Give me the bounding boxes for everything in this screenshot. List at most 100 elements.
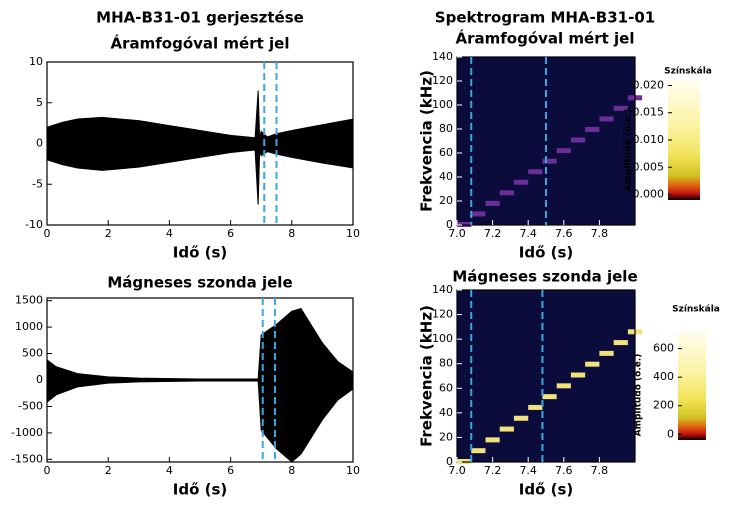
y-tick-label: -1500 bbox=[11, 452, 43, 465]
x-tick-label: 7.2 bbox=[484, 227, 502, 240]
x-tick-label: 6 bbox=[227, 464, 234, 477]
x-tick-label: 6 bbox=[227, 227, 234, 240]
x-tick-label: 8 bbox=[288, 464, 295, 477]
chart-title: Áramfogóval mért jel bbox=[111, 34, 290, 53]
y-tick-label: 40 bbox=[439, 170, 453, 183]
x-tick-label: 7.6 bbox=[555, 227, 573, 240]
x-tick-label: 10 bbox=[346, 464, 360, 477]
colorbar-title: Színskála bbox=[672, 305, 720, 315]
colorbar-label: Amplitúdó (ö.e.) bbox=[623, 109, 634, 192]
x-tick-label: 7.0 bbox=[448, 464, 466, 477]
colorbar-tick-label: 0.015 bbox=[633, 106, 665, 119]
x-tick-label: 4 bbox=[166, 227, 173, 240]
signal-envelope bbox=[46, 307, 354, 381]
x-tick-label: 10 bbox=[346, 227, 360, 240]
spectral-peak bbox=[585, 126, 600, 132]
spectral-peak bbox=[585, 361, 600, 367]
spectral-peak bbox=[499, 190, 514, 196]
x-axis-label: Idő (s) bbox=[519, 481, 574, 499]
spectral-peak bbox=[485, 437, 500, 443]
y-tick-label: 120 bbox=[432, 308, 453, 321]
y-tick-label: 80 bbox=[439, 357, 453, 370]
spectral-peak bbox=[528, 404, 543, 410]
y-tick-label: 120 bbox=[432, 74, 453, 87]
chart-title: MHA-B31-01 gerjesztése bbox=[96, 9, 304, 27]
x-tick-label: 7.8 bbox=[591, 464, 609, 477]
y-tick-label: 0 bbox=[36, 137, 43, 150]
chart-title: Spektrogram MHA-B31-01 bbox=[435, 9, 655, 27]
spectral-peak bbox=[485, 200, 500, 206]
colorbar-tick-label: 600 bbox=[653, 342, 674, 355]
x-tick-label: 7.0 bbox=[448, 227, 466, 240]
y-tick-label: -1000 bbox=[11, 426, 43, 439]
colorbar-tick-label: 0 bbox=[667, 427, 674, 440]
plot-background bbox=[457, 290, 635, 462]
spectral-peak bbox=[513, 415, 529, 421]
spectral-peak bbox=[542, 394, 557, 400]
y-tick-label: -500 bbox=[18, 399, 43, 412]
colorbar-tick-label: 0.020 bbox=[633, 78, 665, 91]
chart-title: Áramfogóval mért jel bbox=[456, 29, 635, 48]
y-tick-label: -10 bbox=[25, 218, 43, 231]
spectral-peak bbox=[542, 158, 557, 164]
x-tick-label: 0 bbox=[44, 227, 51, 240]
chart-title: Mágneses szonda jele bbox=[107, 274, 292, 292]
spectral-peak bbox=[528, 169, 543, 175]
y-axis-label: Frekvencia (kHz) bbox=[418, 70, 436, 212]
colorbar bbox=[668, 80, 700, 200]
x-axis-label: Idő (s) bbox=[519, 244, 574, 262]
x-tick-label: 7.4 bbox=[519, 227, 537, 240]
colorbar-tick-label: 200 bbox=[653, 399, 674, 412]
plot-frame bbox=[456, 289, 636, 463]
spectral-peak bbox=[599, 116, 614, 122]
y-tick-label: -5 bbox=[32, 177, 43, 190]
y-tick-label: 40 bbox=[439, 406, 453, 419]
colorbar-label: Amplitúdó (ö.e.) bbox=[633, 354, 644, 437]
x-tick-label: 7.6 bbox=[555, 464, 573, 477]
x-tick-label: 0 bbox=[44, 464, 51, 477]
y-tick-label: 80 bbox=[439, 122, 453, 135]
x-tick-label: 2 bbox=[105, 227, 112, 240]
signal-envelope bbox=[46, 143, 354, 205]
x-tick-label: 4 bbox=[166, 464, 173, 477]
x-axis-label: Idő (s) bbox=[173, 244, 228, 262]
spectral-peak bbox=[570, 137, 586, 143]
y-tick-label: 1000 bbox=[15, 320, 43, 333]
colorbar-tick-label: 0.000 bbox=[633, 188, 665, 201]
spectral-peak bbox=[556, 383, 571, 389]
chart-title: Mágneses szonda jele bbox=[452, 268, 637, 286]
signal-envelope bbox=[46, 379, 354, 463]
y-tick-label: 20 bbox=[439, 430, 453, 443]
y-tick-label: 0 bbox=[36, 373, 43, 386]
spectral-peak bbox=[613, 340, 628, 346]
colorbar bbox=[678, 330, 706, 440]
y-tick-label: 1500 bbox=[15, 294, 43, 307]
x-tick-label: 7.2 bbox=[484, 464, 502, 477]
colorbar-tick-label: 400 bbox=[653, 370, 674, 383]
spectral-peak bbox=[599, 350, 614, 356]
spectral-peak bbox=[471, 211, 486, 217]
y-tick-label: 0 bbox=[446, 455, 453, 468]
signal-envelope bbox=[46, 90, 354, 144]
spectral-peak bbox=[613, 105, 628, 111]
x-tick-label: 7.4 bbox=[519, 464, 537, 477]
y-tick-label: 5 bbox=[36, 96, 43, 109]
y-tick-label: 20 bbox=[439, 194, 453, 207]
colorbar-tick-label: 0.005 bbox=[633, 160, 665, 173]
colorbar-tick-label: 0.010 bbox=[633, 133, 665, 146]
x-axis-label: Idő (s) bbox=[173, 481, 228, 499]
x-tick-label: 2 bbox=[105, 464, 112, 477]
y-tick-label: 60 bbox=[439, 381, 453, 394]
spectral-peak bbox=[556, 148, 571, 154]
y-tick-label: 10 bbox=[29, 55, 43, 68]
y-tick-label: 140 bbox=[432, 283, 453, 296]
y-axis-label: Frekvencia (kHz) bbox=[418, 305, 436, 447]
y-tick-label: 0 bbox=[446, 218, 453, 231]
y-tick-label: 500 bbox=[22, 347, 43, 360]
x-tick-label: 7.8 bbox=[591, 227, 609, 240]
spectral-peak bbox=[513, 179, 529, 185]
y-tick-label: 100 bbox=[432, 332, 453, 345]
spectral-peak bbox=[499, 426, 514, 432]
x-tick-label: 8 bbox=[288, 227, 295, 240]
